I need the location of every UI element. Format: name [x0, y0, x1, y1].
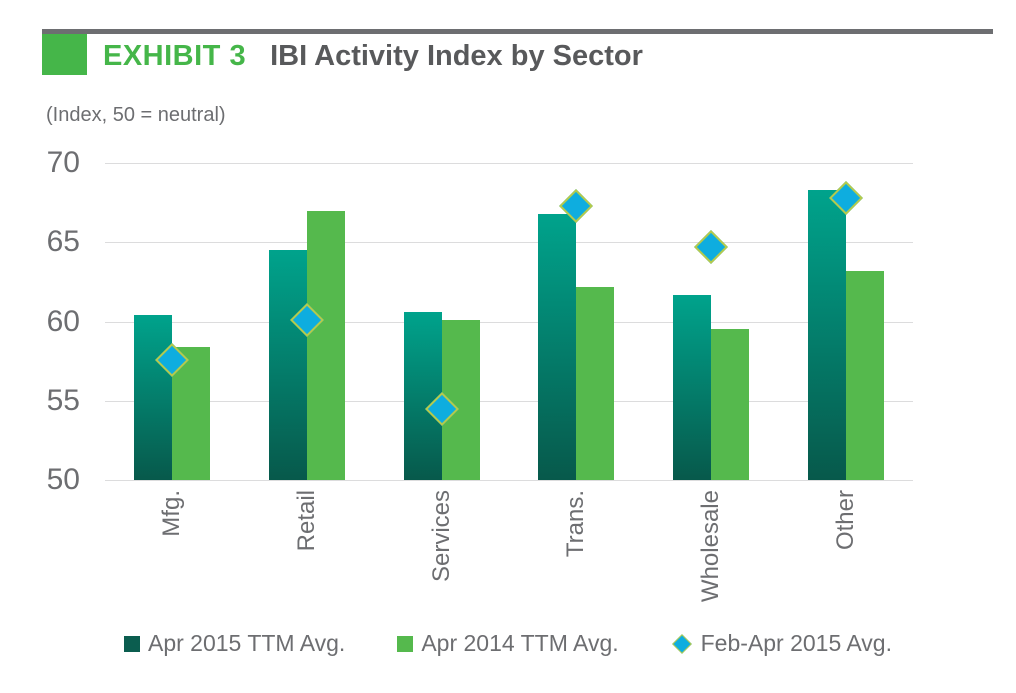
legend-marker-feb-apr-2015-avg	[671, 633, 693, 655]
gridline-70	[105, 163, 913, 164]
bar-apr2014-retail	[307, 210, 345, 480]
page-title: IBI Activity Index by Sector	[270, 40, 643, 72]
x-label-mfg: Mfg.	[158, 490, 186, 537]
y-tick-label-55: 55	[46, 383, 80, 417]
gridline-65	[105, 242, 913, 244]
x-label-other: Other	[831, 490, 859, 551]
exhibit-accent-square	[42, 34, 87, 75]
bar-apr2015-services	[403, 312, 442, 480]
y-tick-label-50: 50	[46, 463, 80, 496]
bar-apr2015-wholesale	[673, 294, 711, 480]
bar-apr2014-trans	[576, 286, 615, 480]
y-tick-label-65: 65	[46, 225, 80, 259]
legend-label-apr-2014-ttm-avg: Apr 2014 TTM Avg.	[421, 630, 619, 656]
legend-marker-apr-2014-ttm-avg	[397, 635, 414, 652]
gridline-55	[105, 400, 913, 402]
bar-apr2015-mfg	[134, 315, 173, 480]
axis-units-note: (Index, 50 = neutral)	[46, 104, 226, 126]
bar-apr2015-trans	[538, 213, 577, 480]
y-tick-label-70: 70	[46, 146, 80, 179]
gridline-50	[105, 480, 913, 481]
bar-apr2015-other	[807, 189, 846, 480]
chart-legend: Apr 2015 TTM Avg. Apr 2014 TTM Avg. Feb-Ap…	[0, 630, 1016, 657]
bar-apr2014-wholesale	[711, 329, 749, 480]
gridline-60	[105, 321, 913, 323]
y-tick-label-60: 60	[46, 304, 80, 338]
chart-plot-area	[105, 163, 913, 481]
header-rule	[42, 29, 993, 34]
legend-item-feb-apr-2015-avg: Feb-Apr 2015 Avg.	[671, 630, 892, 657]
diamond-febapr2015-wholesale	[694, 230, 728, 264]
x-label-services: Services	[427, 490, 455, 583]
x-label-trans: Trans.	[562, 490, 590, 558]
legend-label-feb-apr-2015-avg: Feb-Apr 2015 Avg.	[700, 630, 892, 656]
title-row: EXHIBIT 3 IBI Activity Index by Sector	[103, 40, 643, 73]
legend-item-apr-2014-ttm-avg: Apr 2014 TTM Avg.	[397, 630, 619, 657]
exhibit-label: EXHIBIT 3	[103, 40, 247, 72]
legend-diamond-icon	[671, 633, 692, 654]
x-label-retail: Retail	[293, 490, 320, 552]
x-label-wholesale: Wholesale	[697, 490, 724, 603]
legend-marker-apr-2015-ttm-avg	[124, 635, 140, 652]
bar-apr2014-other	[845, 270, 884, 480]
bar-apr2015-retail	[269, 250, 307, 480]
legend-item-apr-2015-ttm-avg: Apr 2015 TTM Avg.	[124, 630, 345, 657]
legend-label-apr-2015-ttm-avg: Apr 2015 TTM Avg.	[148, 630, 346, 656]
